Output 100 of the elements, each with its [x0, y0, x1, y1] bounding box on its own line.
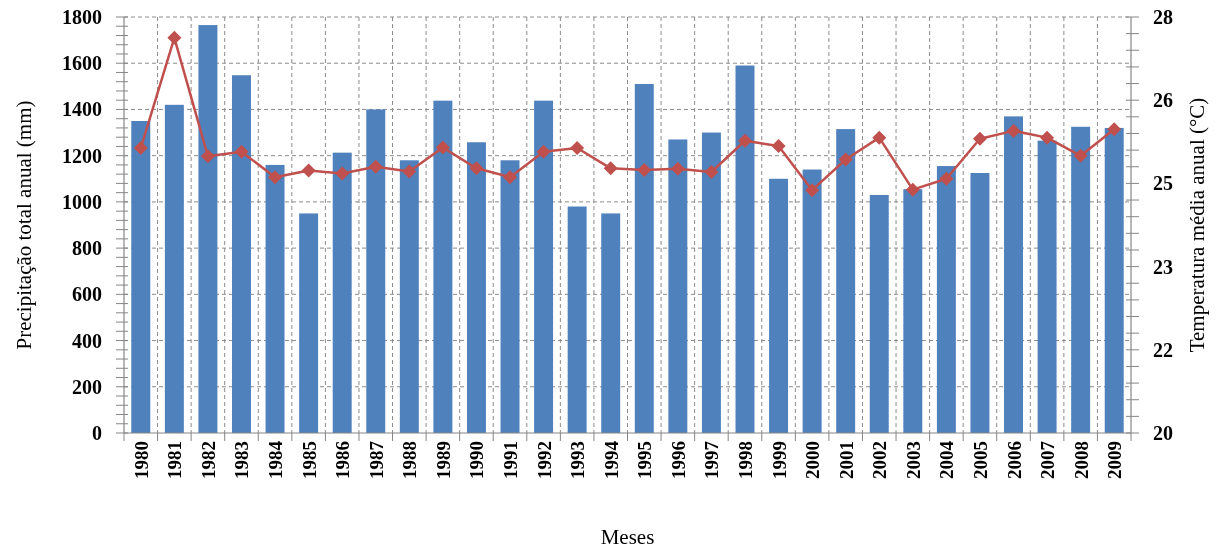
point: [838, 152, 853, 167]
point: [200, 149, 215, 164]
point: [435, 140, 450, 155]
point: [704, 164, 719, 179]
x-tick-label: 1988: [398, 441, 420, 479]
point: [872, 130, 887, 145]
point: [469, 161, 484, 176]
point: [368, 159, 383, 174]
x-tick-label: 1982: [197, 441, 219, 479]
x-tick-label: 1991: [499, 441, 521, 479]
bar: [1004, 116, 1023, 433]
y-tick-label: 400: [72, 329, 102, 352]
point: [771, 138, 786, 153]
x-tick-label: 1990: [465, 441, 487, 479]
x-tick-label: 1994: [600, 440, 622, 479]
y-tick-label: 0: [92, 422, 102, 444]
x-tick-label: 1986: [331, 441, 353, 479]
point: [268, 170, 283, 185]
y-tick-label: 1800: [62, 6, 102, 28]
bar: [936, 166, 956, 433]
bar: [265, 164, 285, 433]
point: [536, 144, 551, 159]
bar: [466, 142, 486, 433]
bar: [198, 25, 218, 433]
y2-tick-label: 22: [1153, 338, 1173, 361]
x-tick-label: 1995: [633, 441, 655, 479]
x-tick-label: 2002: [868, 441, 890, 479]
bar: [970, 173, 990, 433]
y-tick-label: 1200: [62, 144, 102, 167]
bar: [567, 206, 587, 433]
point: [301, 163, 316, 178]
point: [972, 131, 987, 146]
point: [805, 183, 820, 198]
bar: [769, 178, 789, 433]
bar: [869, 194, 889, 433]
bar: [601, 213, 621, 433]
point: [939, 171, 954, 186]
x-tick-label: 2009: [1103, 441, 1125, 479]
bar: [299, 213, 319, 433]
x-tick-label: 1993: [566, 441, 588, 479]
point: [670, 161, 685, 176]
y-tick-label: 1000: [62, 190, 102, 213]
bar: [1071, 126, 1091, 433]
x-tick-label: 2003: [902, 441, 924, 479]
bar: [701, 132, 721, 433]
x-tick-label: 1998: [734, 441, 756, 479]
x-tick-label: 2004: [935, 440, 957, 479]
point: [737, 133, 752, 148]
x-tick-label: 1992: [533, 441, 555, 479]
point: [402, 164, 417, 179]
point: [133, 141, 148, 156]
y-tick-label: 200: [72, 375, 102, 398]
x-tick-label: 1981: [163, 441, 185, 479]
y2-tick-label: 23: [1153, 255, 1173, 278]
bar: [232, 75, 251, 433]
bar: [164, 104, 184, 433]
x-tick-label: 1985: [298, 441, 320, 479]
point: [335, 166, 350, 181]
point: [570, 141, 585, 156]
bar: [668, 139, 688, 433]
bar: [836, 129, 856, 433]
point: [1073, 148, 1088, 163]
y2-axis-title: Temperatura média anual (°C): [1185, 97, 1209, 353]
x-tick-label: 1996: [667, 441, 689, 479]
y-axis-title: Precipitação total anual (mm): [12, 100, 36, 350]
x-tick-label: 1999: [768, 441, 790, 479]
bar: [500, 160, 520, 433]
bar: [802, 169, 822, 433]
bar: [366, 109, 386, 433]
bar: [634, 84, 654, 433]
y2-tick-label: 20: [1153, 422, 1173, 444]
x-tick-label: 1987: [365, 440, 387, 479]
point: [1107, 122, 1122, 137]
y-tick-label: 1400: [62, 98, 102, 121]
bar: [399, 160, 419, 433]
point: [637, 162, 652, 177]
point: [1040, 130, 1055, 145]
y2-tick-label: 28: [1153, 6, 1173, 28]
y-tick-label: 1600: [62, 52, 102, 75]
y2-tick-label: 25: [1153, 172, 1173, 195]
point: [905, 182, 920, 197]
y-tick-label: 800: [72, 237, 102, 260]
x-tick-label: 1980: [130, 441, 152, 479]
x-tick-label: 2000: [801, 441, 823, 479]
x-tick-label: 2008: [1070, 441, 1092, 479]
y-tick-label: 600: [72, 283, 102, 306]
bar: [903, 189, 923, 433]
y2-tick-label: 26: [1153, 89, 1173, 112]
x-tick-label: 2005: [969, 441, 991, 479]
x-tick-label: 1997: [700, 440, 722, 479]
point: [503, 170, 518, 185]
x-axis-title: Meses: [600, 525, 655, 549]
bar: [1104, 127, 1124, 433]
bar: [433, 100, 453, 433]
bar: [534, 100, 554, 433]
bar: [131, 121, 151, 433]
x-tick-label: 1984: [264, 440, 286, 479]
x-tick-label: 1989: [432, 441, 454, 479]
bar: [735, 65, 755, 433]
x-tick-label: 2006: [1003, 441, 1025, 479]
